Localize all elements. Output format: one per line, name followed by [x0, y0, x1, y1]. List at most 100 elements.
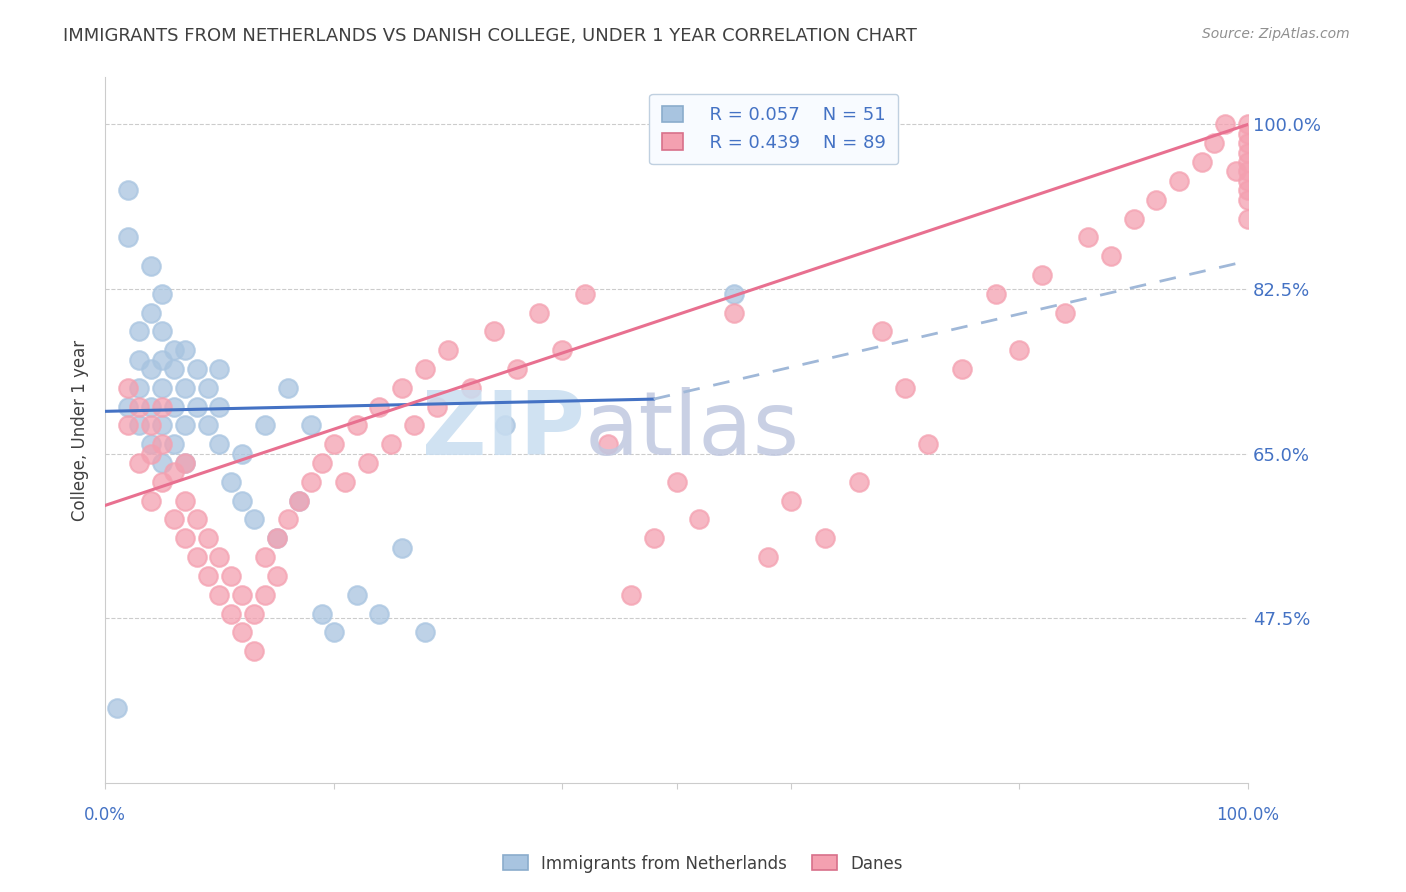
- Point: [150, 400, 173, 414]
- Point: [139, 447, 162, 461]
- Point: [186, 512, 208, 526]
- Point: [299, 475, 322, 489]
- Point: [529, 305, 551, 319]
- Point: [219, 475, 242, 489]
- Point: [254, 588, 277, 602]
- Point: [163, 466, 186, 480]
- Point: [150, 456, 173, 470]
- Point: [174, 418, 197, 433]
- Point: [128, 325, 150, 339]
- Point: [1237, 211, 1260, 226]
- Point: [413, 625, 436, 640]
- Point: [174, 456, 197, 470]
- Point: [266, 569, 288, 583]
- Text: IMMIGRANTS FROM NETHERLANDS VS DANISH COLLEGE, UNDER 1 YEAR CORRELATION CHART: IMMIGRANTS FROM NETHERLANDS VS DANISH CO…: [63, 27, 917, 45]
- Point: [128, 352, 150, 367]
- Point: [1099, 249, 1122, 263]
- Point: [242, 607, 264, 621]
- Point: [413, 362, 436, 376]
- Point: [197, 531, 219, 545]
- Point: [368, 400, 391, 414]
- Point: [574, 286, 596, 301]
- Point: [266, 531, 288, 545]
- Point: [756, 550, 779, 565]
- Point: [277, 381, 299, 395]
- Point: [357, 456, 380, 470]
- Text: ZIP: ZIP: [422, 386, 585, 474]
- Point: [1031, 268, 1053, 282]
- Legend:   R = 0.057    N = 51,   R = 0.439    N = 89: R = 0.057 N = 51, R = 0.439 N = 89: [650, 94, 898, 164]
- Point: [402, 418, 425, 433]
- Text: atlas: atlas: [585, 386, 800, 474]
- Point: [128, 400, 150, 414]
- Point: [150, 325, 173, 339]
- Point: [208, 550, 231, 565]
- Point: [1053, 305, 1076, 319]
- Point: [186, 400, 208, 414]
- Point: [1213, 118, 1236, 132]
- Point: [150, 475, 173, 489]
- Point: [814, 531, 837, 545]
- Point: [551, 343, 574, 358]
- Point: [208, 588, 231, 602]
- Point: [848, 475, 870, 489]
- Point: [894, 381, 917, 395]
- Point: [150, 418, 173, 433]
- Point: [368, 607, 391, 621]
- Point: [163, 512, 186, 526]
- Point: [1237, 136, 1260, 151]
- Point: [346, 418, 368, 433]
- Point: [494, 418, 516, 433]
- Point: [950, 362, 973, 376]
- Point: [1191, 155, 1213, 169]
- Point: [139, 400, 162, 414]
- Point: [1237, 193, 1260, 207]
- Point: [128, 456, 150, 470]
- Point: [288, 493, 311, 508]
- Point: [311, 607, 333, 621]
- Point: [174, 531, 197, 545]
- Point: [150, 352, 173, 367]
- Point: [150, 381, 173, 395]
- Point: [333, 475, 356, 489]
- Point: [665, 475, 688, 489]
- Point: [266, 531, 288, 545]
- Point: [1008, 343, 1031, 358]
- Point: [1225, 164, 1247, 178]
- Text: Source: ZipAtlas.com: Source: ZipAtlas.com: [1202, 27, 1350, 41]
- Point: [437, 343, 460, 358]
- Point: [163, 437, 186, 451]
- Point: [117, 400, 139, 414]
- Point: [723, 305, 745, 319]
- Point: [117, 418, 139, 433]
- Point: [391, 381, 413, 395]
- Point: [688, 512, 710, 526]
- Point: [139, 259, 162, 273]
- Point: [197, 381, 219, 395]
- Point: [231, 493, 253, 508]
- Point: [150, 286, 173, 301]
- Point: [380, 437, 402, 451]
- Point: [174, 493, 197, 508]
- Point: [242, 512, 264, 526]
- Point: [105, 700, 128, 714]
- Point: [346, 588, 368, 602]
- Point: [163, 343, 186, 358]
- Point: [505, 362, 527, 376]
- Point: [197, 569, 219, 583]
- Text: 100.0%: 100.0%: [1216, 806, 1279, 824]
- Point: [311, 456, 333, 470]
- Point: [596, 437, 619, 451]
- Point: [1237, 155, 1260, 169]
- Point: [460, 381, 482, 395]
- Point: [139, 493, 162, 508]
- Point: [139, 418, 162, 433]
- Point: [1144, 193, 1167, 207]
- Point: [643, 531, 665, 545]
- Point: [391, 541, 413, 555]
- Point: [322, 625, 344, 640]
- Point: [986, 286, 1008, 301]
- Point: [208, 400, 231, 414]
- Point: [219, 607, 242, 621]
- Point: [620, 588, 643, 602]
